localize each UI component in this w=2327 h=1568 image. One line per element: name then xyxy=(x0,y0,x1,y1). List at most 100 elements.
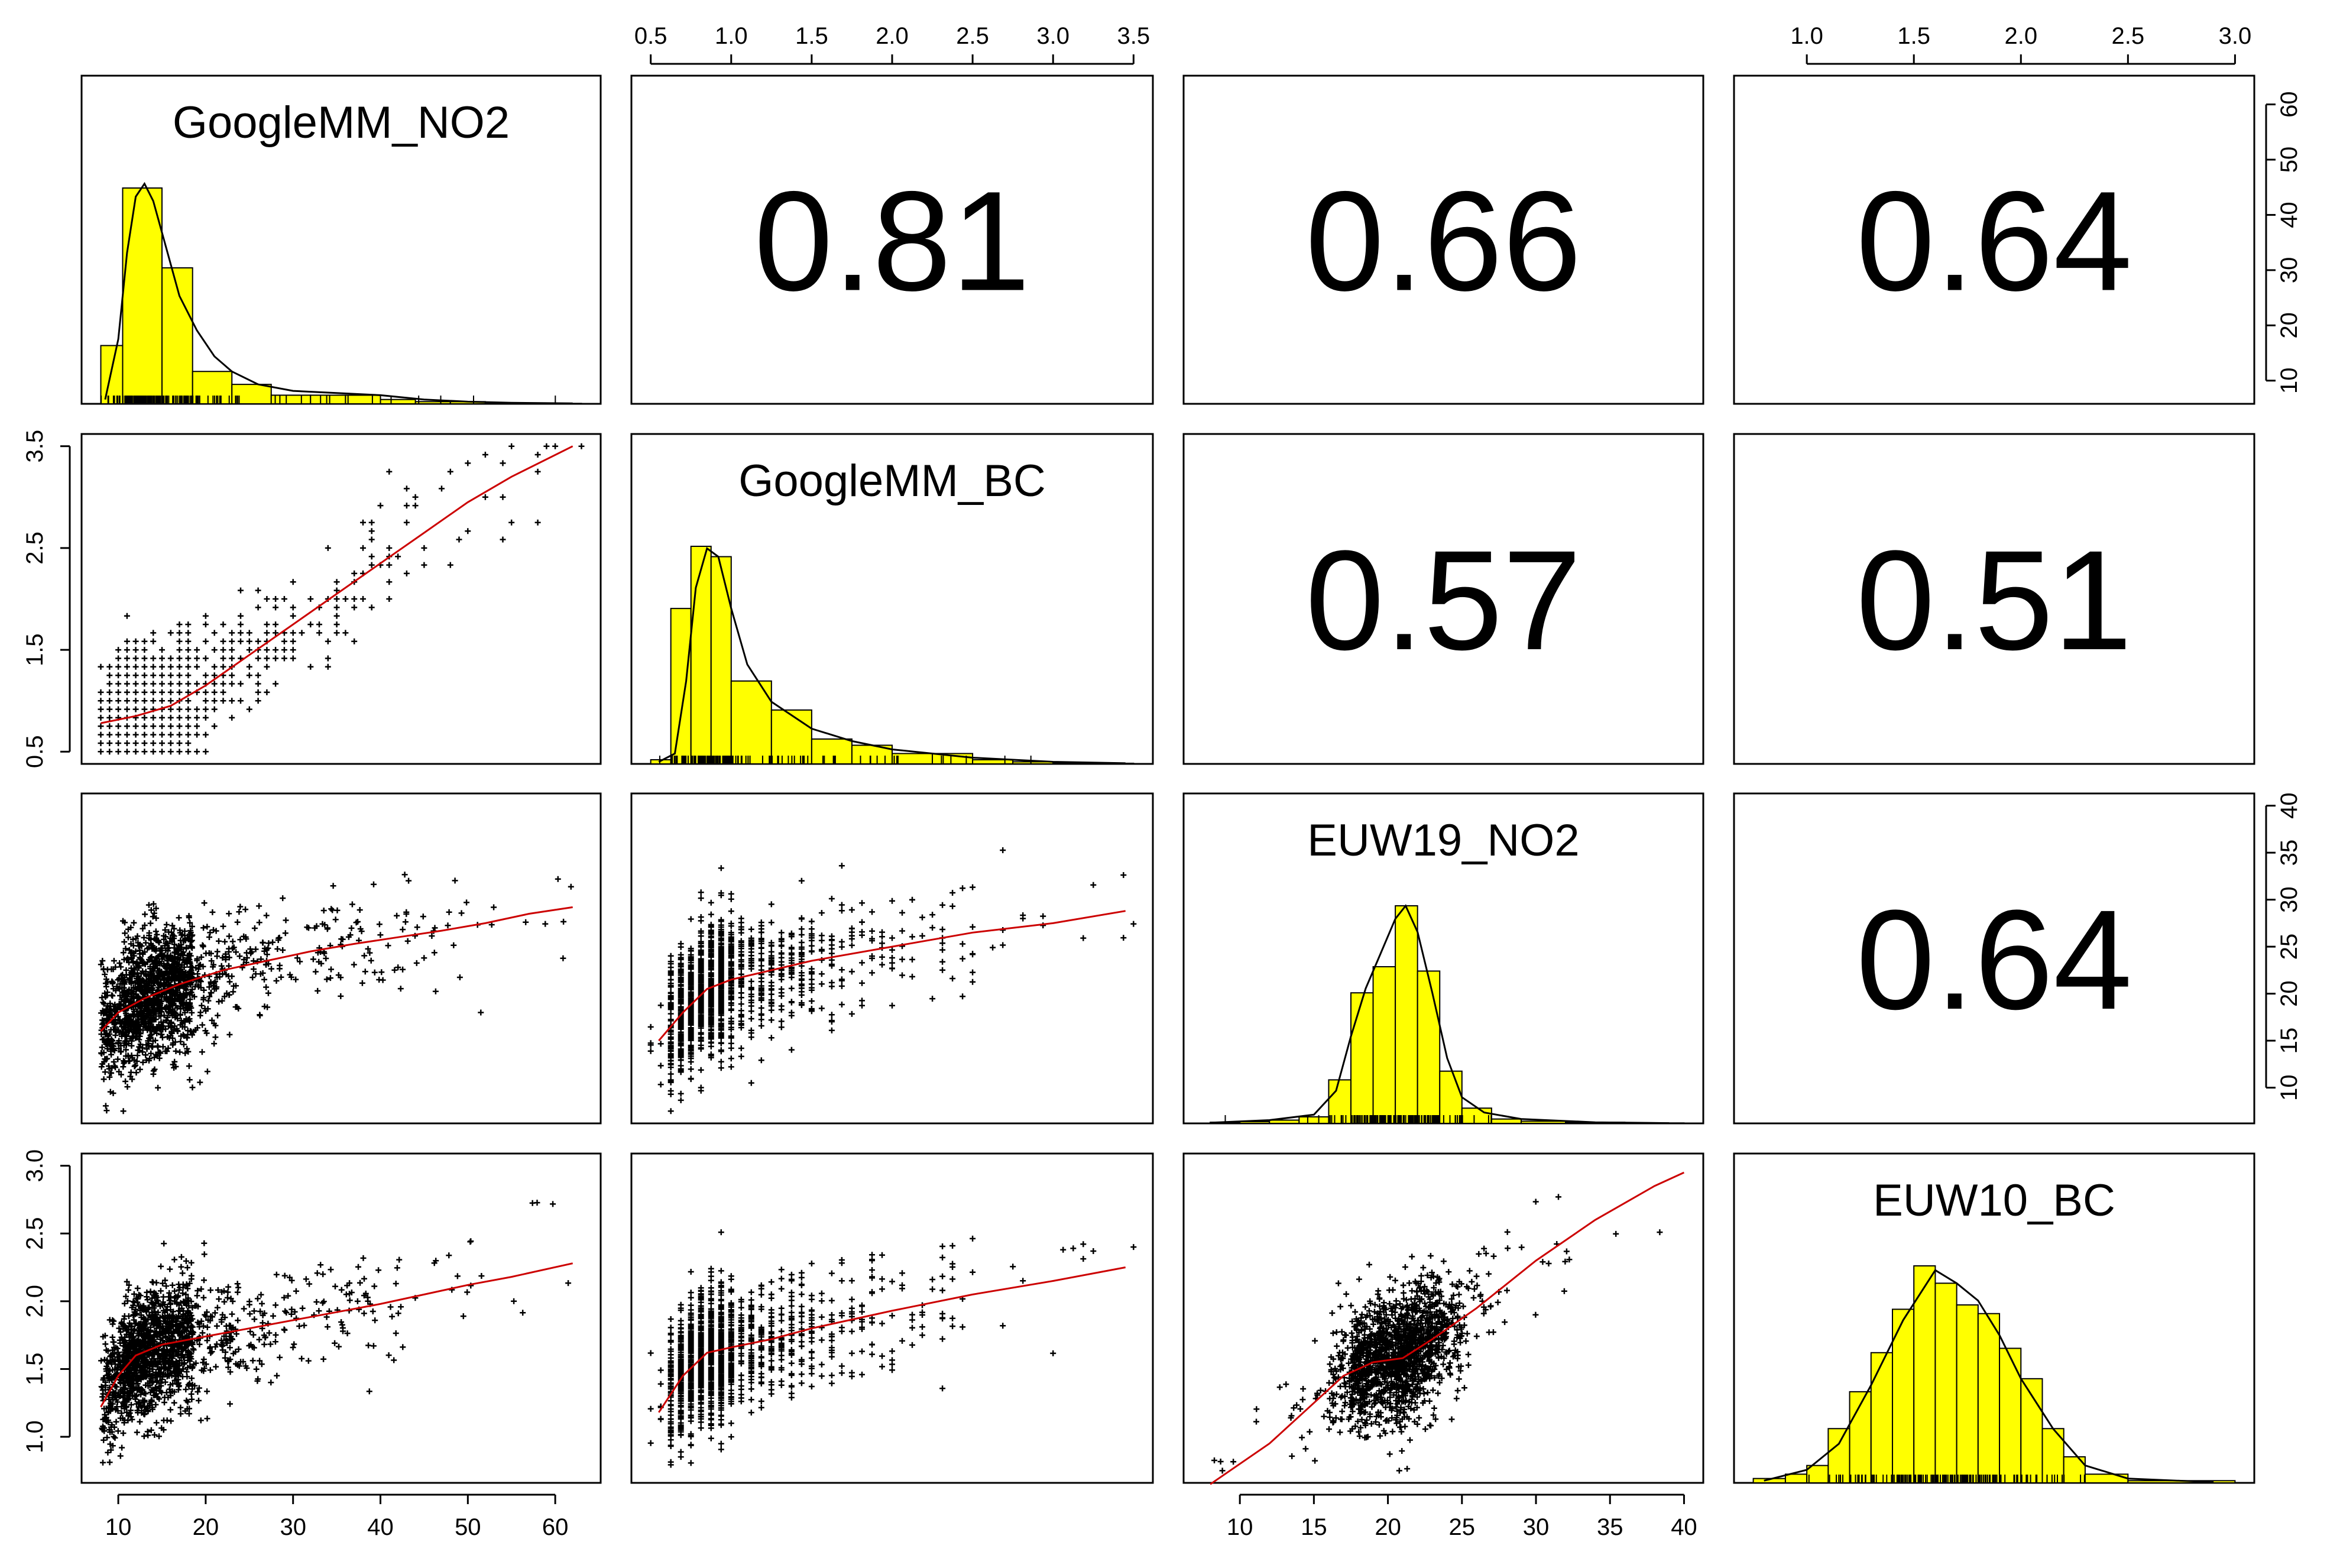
tick-label: 40 xyxy=(367,1514,394,1540)
tick-label: 1.0 xyxy=(22,1420,48,1453)
correlation-value-0-1: 0.81 xyxy=(754,162,1030,320)
tick-label: 40 xyxy=(2276,202,2302,228)
histogram-bar xyxy=(310,394,346,405)
histogram-bar xyxy=(2084,1473,2129,1484)
scatter-panel-2-1 xyxy=(647,847,1137,1115)
tick-label: 3.0 xyxy=(2219,23,2252,49)
tick-label: 1.5 xyxy=(22,633,48,666)
smooth-line xyxy=(658,910,1126,1042)
histogram-bar xyxy=(414,401,451,404)
tick-label: 20 xyxy=(2276,980,2302,1007)
panel-frame-2-3 xyxy=(1733,792,2255,1125)
scatter-panel-3-1 xyxy=(647,1229,1137,1468)
smooth-line xyxy=(101,445,573,724)
panel-frame-1-0 xyxy=(80,433,602,765)
histogram-bar xyxy=(730,680,772,765)
tick-label: 3.5 xyxy=(22,430,48,463)
right-axis-EUW19_NO2: 10 15 20 25 30 35 40 xyxy=(2265,792,2302,1101)
histogram-bar xyxy=(1999,1347,2022,1483)
tick-label: 1.0 xyxy=(1790,23,1823,49)
histogram-bar xyxy=(345,394,381,405)
smooth-line xyxy=(1210,1171,1685,1485)
tick-label: 10 xyxy=(2276,1074,2302,1101)
tick-label: 25 xyxy=(2276,934,2302,960)
correlation-value-1-2: 0.57 xyxy=(1305,521,1581,679)
tick-label: 10 xyxy=(1227,1514,1253,1540)
tick-label: 20 xyxy=(1375,1514,1401,1540)
tick-label: 2.5 xyxy=(22,1217,48,1250)
tick-label: 2.0 xyxy=(2004,23,2037,49)
scatter-points xyxy=(98,872,574,1115)
tick-label: 35 xyxy=(1597,1514,1623,1540)
scatter-points xyxy=(98,443,585,755)
scatter-panel-2-0 xyxy=(98,872,574,1115)
tick-label: 2.5 xyxy=(2112,23,2145,49)
tick-label: 15 xyxy=(1301,1514,1327,1540)
variable-label-GoogleMM_BC: GoogleMM_BC xyxy=(738,456,1046,506)
scatter-panel-1-0 xyxy=(98,443,585,755)
panel-frame-1-2 xyxy=(1182,433,1704,765)
tick-label: 1.5 xyxy=(1897,23,1930,49)
density-curve xyxy=(1764,1269,2214,1483)
panel-frame-3-1 xyxy=(630,1152,1154,1484)
tick-label: 50 xyxy=(455,1514,481,1540)
histogram-bar xyxy=(270,394,312,405)
tick-label: 40 xyxy=(2276,792,2302,819)
tick-label: 0.5 xyxy=(634,23,667,49)
smooth-line xyxy=(658,1266,1126,1413)
histogram-bar xyxy=(1372,966,1396,1125)
histogram-bar xyxy=(1806,1465,1829,1483)
panel-frame-0-3 xyxy=(1733,74,2255,405)
tick-label: 10 xyxy=(105,1514,132,1540)
scatter-points xyxy=(1211,1194,1663,1474)
tick-label: 25 xyxy=(1449,1514,1476,1540)
density-curve xyxy=(658,547,1126,764)
histogram-bar xyxy=(1490,1118,1522,1125)
tick-label: 30 xyxy=(2276,886,2302,913)
histogram-bar xyxy=(1956,1304,1979,1484)
tick-label: 20 xyxy=(193,1514,219,1540)
tick-label: 10 xyxy=(2276,368,2302,394)
tick-label: 30 xyxy=(2276,257,2302,284)
smooth-line xyxy=(100,906,573,1032)
correlation-value-1-3: 0.51 xyxy=(1856,521,2132,679)
bottom-axis-EUW19_NO2: 10 15 20 25 30 35 40 xyxy=(1227,1494,1697,1540)
rug-marks xyxy=(659,756,1032,764)
tick-label: 2.5 xyxy=(956,23,989,49)
right-axis-GoogleMM_NO2: 10 20 30 40 50 60 xyxy=(2265,91,2302,394)
panel-frame-3-2 xyxy=(1182,1152,1704,1484)
histogram-GoogleMM_BC xyxy=(650,546,1135,765)
panel-frame-3-0 xyxy=(80,1152,602,1484)
scatter-points xyxy=(647,847,1137,1115)
histogram-bar xyxy=(122,187,163,404)
tick-label: 30 xyxy=(280,1514,306,1540)
variable-label-EUW19_NO2: EUW19_NO2 xyxy=(1307,815,1579,866)
tick-label: 50 xyxy=(2276,147,2302,173)
histogram-bar xyxy=(1784,1473,1808,1484)
scatter-panel-3-2 xyxy=(1210,1171,1685,1485)
panel-frame-2-1 xyxy=(630,792,1154,1125)
panel-frame-0-2 xyxy=(1182,74,1704,405)
histogram-bar xyxy=(811,738,853,765)
tick-label: 20 xyxy=(2276,312,2302,339)
tick-label: 1.5 xyxy=(795,23,828,49)
density-curve xyxy=(1210,904,1670,1125)
histogram-bar xyxy=(1849,1391,1872,1484)
tick-label: 35 xyxy=(2276,840,2302,866)
rug-marks xyxy=(101,396,556,404)
tick-label: 2.0 xyxy=(22,1285,48,1318)
top-axis-GoogleMM_BC: 0.5 1.0 1.5 2.0 2.5 3.0 3.5 xyxy=(634,23,1150,65)
histogram-bar xyxy=(1934,1282,1957,1484)
histogram-bar xyxy=(1913,1265,1936,1483)
panel-frame-1-3 xyxy=(1733,433,2255,765)
histogram-bar xyxy=(1870,1352,1893,1484)
correlation-value-0-3: 0.64 xyxy=(1856,162,2132,320)
histogram-EUW19_NO2 xyxy=(1210,904,1685,1125)
panel-frame-0-1 xyxy=(630,74,1154,405)
variable-label-EUW10_BC: EUW10_BC xyxy=(1873,1175,2115,1226)
tick-label: 0.5 xyxy=(22,736,48,769)
histogram-bar xyxy=(1328,1079,1352,1125)
histogram-bar xyxy=(1461,1107,1492,1124)
tick-label: 1.0 xyxy=(715,23,748,49)
histogram-bar xyxy=(231,384,272,405)
